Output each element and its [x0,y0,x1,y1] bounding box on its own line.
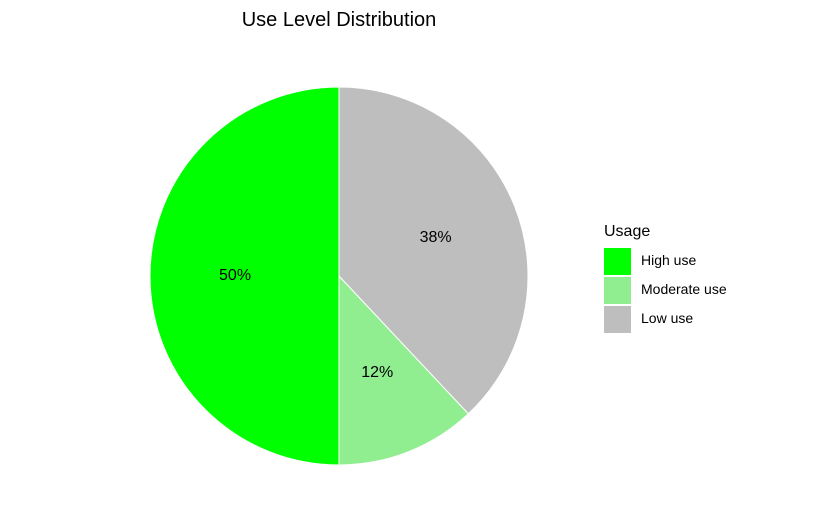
legend-item-low-use: Low use [604,306,693,333]
pie-slice-moderate-use [338,274,470,466]
legend-title: Usage [604,223,650,240]
pie-slice-low-use [338,86,529,415]
legend-swatch [604,306,631,333]
legend-items: High use Moderate use Low use [604,248,727,333]
slice-label-high-use: 50% [219,267,251,284]
legend: Usage High use Moderate use Low use [604,223,727,333]
pie-slice-labels: 50% 12% 38% [219,229,452,381]
legend-swatch [604,248,631,275]
slice-label-moderate-use: 12% [361,364,393,381]
slice-label-low-use: 38% [420,229,452,246]
pie-slice-high-use [149,86,340,466]
legend-item-moderate-use: Moderate use [604,277,727,304]
legend-item-high-use: High use [604,248,696,275]
chart-title: Use Level Distribution [242,9,437,31]
legend-label: Low use [641,310,693,326]
legend-label: High use [641,252,696,268]
legend-swatch [604,277,631,304]
legend-label: Moderate use [641,281,727,297]
pie-slices [149,86,529,466]
